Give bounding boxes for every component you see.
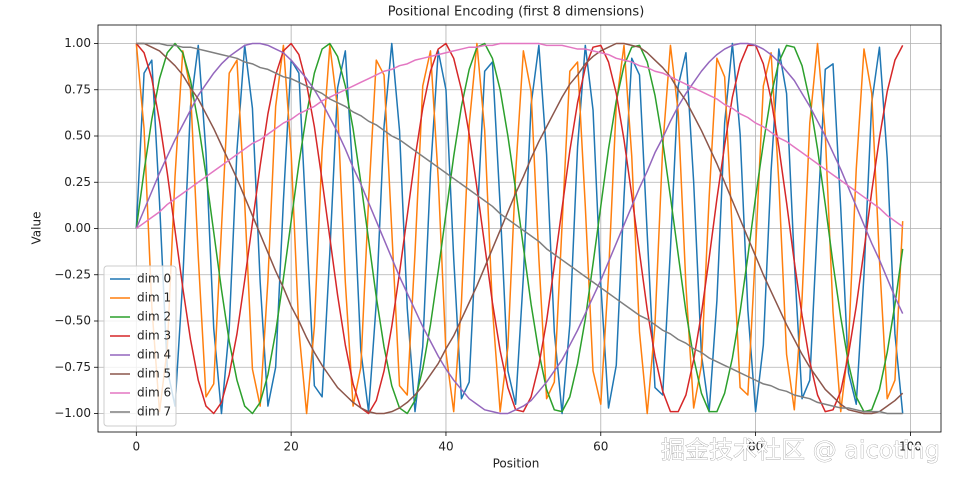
- series-line: [135, 42, 904, 415]
- y-tick-label: 0.00: [64, 221, 91, 235]
- y-tick-label: 1.00: [64, 36, 91, 50]
- legend-label: dim 1: [137, 291, 171, 305]
- series-line: [135, 42, 904, 415]
- legend-label: dim 0: [137, 272, 171, 286]
- y-tick-label: −1.00: [54, 406, 91, 420]
- legend-box: [103, 265, 177, 427]
- series-line: [135, 42, 904, 230]
- plot-frame: [97, 24, 942, 433]
- legend-label: dim 3: [137, 329, 171, 343]
- x-tick-label: 40: [438, 440, 453, 454]
- legend-label: dim 2: [137, 310, 171, 324]
- y-tick-label: −0.50: [54, 314, 91, 328]
- x-tick-label: 100: [899, 440, 922, 454]
- legend-label: dim 7: [137, 405, 171, 419]
- y-tick-label: −0.75: [54, 360, 91, 374]
- x-axis-label: Position: [493, 457, 540, 471]
- series-line: [135, 42, 904, 415]
- series-line: [136, 42, 904, 415]
- y-tick-label: 0.75: [64, 82, 91, 96]
- x-tick-label: 20: [283, 440, 298, 454]
- y-axis-label: Value: [30, 212, 44, 245]
- legend-label: dim 5: [137, 367, 171, 381]
- legend-label: dim 4: [137, 348, 171, 362]
- x-tick-label: 0: [132, 440, 140, 454]
- x-tick-label: 80: [748, 440, 763, 454]
- y-tick-label: 0.25: [64, 175, 91, 189]
- watermark: 掘金技术社区 @ aicoting: [661, 436, 940, 464]
- series-line: [136, 42, 903, 415]
- y-tick-label: −0.25: [54, 267, 91, 281]
- y-tick-label: 0.50: [64, 129, 91, 143]
- x-tick-label: 60: [593, 440, 608, 454]
- series-line: [135, 42, 904, 415]
- chart-title: Positional Encoding (first 8 dimensions): [388, 5, 645, 20]
- legend-label: dim 6: [137, 386, 171, 400]
